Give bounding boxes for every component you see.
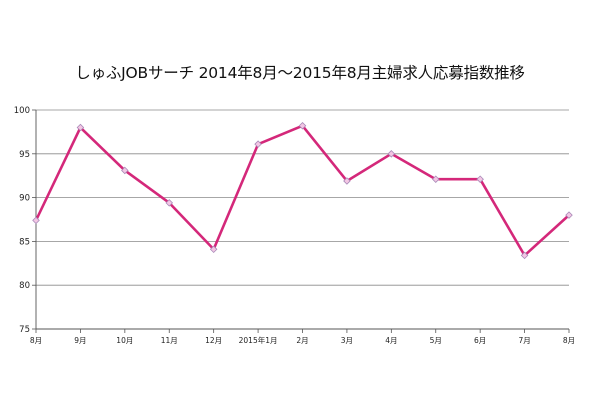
gridlines (36, 109, 569, 286)
chart-title: しゅふJOBサーチ 2014年8月～2015年8月主婦求人応募指数推移 (75, 64, 525, 82)
x-tick-label: 8月 (563, 336, 575, 345)
data-point (565, 211, 573, 219)
x-tick-label: 8月 (30, 336, 42, 345)
data-point (298, 122, 307, 130)
data-point (431, 175, 440, 183)
data-point (254, 140, 262, 148)
series-line (34, 124, 571, 257)
x-tick-label: 12月 (205, 336, 222, 345)
data-point (32, 216, 40, 225)
y-tick-label: 85 (19, 237, 30, 247)
series (34, 124, 571, 257)
y-tick-label: 100 (14, 106, 30, 116)
x-tick-label: 2月 (296, 336, 308, 345)
x-tick-label: 6月 (474, 336, 486, 345)
y-tick-label: 95 (19, 150, 30, 160)
data-point (343, 177, 351, 185)
x-tick-label: 7月 (518, 336, 530, 345)
x-tick-label: 4月 (385, 336, 397, 345)
data-point (476, 175, 484, 183)
data-point (76, 123, 85, 132)
y-tick-label: 90 (19, 194, 30, 204)
data-point (165, 199, 174, 207)
markers (32, 122, 573, 260)
axes (32, 109, 570, 333)
x-tick-label: 5月 (430, 336, 442, 345)
data-point (387, 150, 396, 158)
x-tick-label: 11月 (161, 336, 178, 345)
data-point (121, 166, 129, 175)
data-point (520, 251, 529, 260)
x-tick-labels: 8月 9月 10月 11月 12月 2015年1月 2月 3月 4月 5月 6月 7月 8月 (30, 335, 575, 345)
x-tick-label: 9月 (74, 336, 86, 345)
y-tick-labels: 75 80 85 90 95 100 (14, 106, 30, 335)
x-tick-label: 2015年1月 (239, 335, 278, 345)
x-tick-label: 3月 (341, 336, 353, 345)
x-tick-label: 10月 (116, 336, 133, 345)
y-tick-label: 80 (19, 281, 30, 291)
data-point (209, 245, 218, 254)
y-tick-label: 75 (19, 325, 30, 335)
